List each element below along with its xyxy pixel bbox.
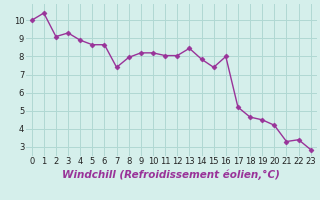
X-axis label: Windchill (Refroidissement éolien,°C): Windchill (Refroidissement éolien,°C) (62, 169, 280, 180)
